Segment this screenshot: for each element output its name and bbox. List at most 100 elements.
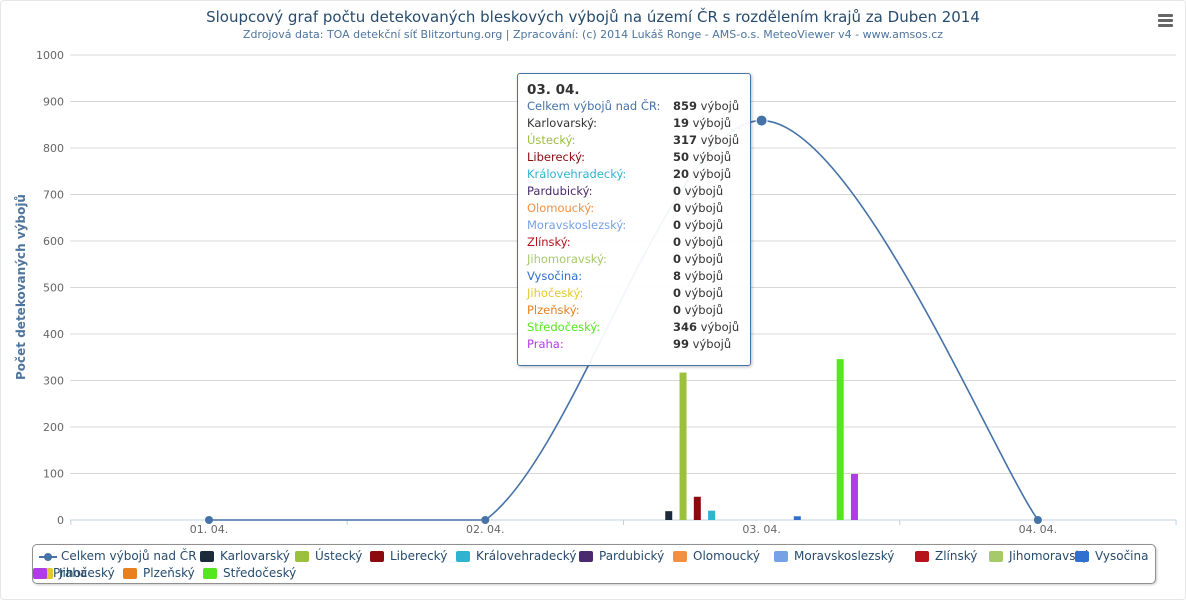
total-series-point-03. 04.[interactable] — [755, 114, 768, 127]
y-tick-label: 300 — [43, 375, 64, 388]
legend-color-swatch — [774, 551, 788, 562]
tooltip-series-name: Pardubický: — [527, 184, 593, 198]
tooltip-series-name: Vysočina: — [527, 269, 583, 283]
x-tick-label: 02. 04. — [466, 523, 504, 536]
tooltip-series-name: Celkem výbojů nad ČR: — [527, 99, 661, 113]
legend-color-swatch — [456, 551, 470, 562]
bar-Královehradecký-03. 04.[interactable] — [708, 510, 716, 520]
legend-color-swatch — [370, 551, 384, 562]
tooltip-series-name: Zlínský: — [527, 235, 571, 249]
bar-Karlovarský-03. 04.[interactable] — [665, 511, 673, 520]
tooltip-series-value: 317 výbojů — [673, 133, 740, 147]
tooltip-row: Celkem výbojů nad ČR: 859 výbojů — [527, 99, 747, 116]
total-series-point-01. 04.[interactable] — [205, 516, 213, 524]
tooltip-row: Zlínský: 0 výbojů — [527, 235, 747, 252]
bar-Vysočina-03. 04.[interactable] — [793, 516, 801, 520]
legend-color-swatch — [989, 551, 1003, 562]
tooltip-series-name: Plzeňský: — [527, 303, 580, 317]
tooltip-series-name: Praha: — [527, 337, 564, 351]
legend-label: Královehradecký — [476, 549, 577, 563]
tooltip-series-value: 0 výbojů — [673, 218, 724, 232]
legend-color-swatch — [123, 568, 137, 579]
tooltip-series-value: 19 výbojů — [673, 116, 732, 130]
tooltip-row: Ústecký: 317 výbojů — [527, 133, 747, 150]
y-tick-label: 0 — [57, 514, 64, 527]
legend-label: Vysočina — [1095, 549, 1149, 563]
tooltip-row: Královehradecký: 20 výbojů — [527, 167, 747, 184]
legend-label: Olomoucký — [693, 549, 760, 563]
tooltip-row: Liberecký: 50 výbojů — [527, 150, 747, 167]
tooltip-series-value: 20 výbojů — [673, 167, 732, 181]
legend-label: Liberecký — [390, 549, 448, 563]
legend-label: Celkem výbojů nad ČR — [61, 549, 197, 563]
tooltip-series-name: Královehradecký: — [527, 167, 627, 181]
tooltip-series-name: Olomoucký: — [527, 201, 595, 215]
x-tick-label: 03. 04. — [742, 523, 780, 536]
total-series-point-02. 04.[interactable] — [481, 516, 490, 524]
legend-label: Jihomoravský — [1009, 549, 1090, 563]
legend-dot-symbol — [44, 553, 52, 561]
tooltip-series-name: Liberecký: — [527, 150, 585, 164]
total-series-point-04. 04.[interactable] — [1033, 516, 1042, 524]
tooltip-series-value: 99 výbojů — [673, 337, 732, 351]
y-tick-label: 200 — [43, 421, 64, 434]
legend-label: Moravskoslezský — [794, 549, 895, 563]
y-tick-label: 900 — [43, 96, 64, 109]
tooltip-row: Plzeňský: 0 výbojů — [527, 303, 747, 320]
legend-color-swatch — [203, 568, 217, 579]
tooltip-row: Olomoucký: 0 výbojů — [527, 201, 747, 218]
legend-label: Praha — [53, 566, 88, 580]
tooltip-row: Jihomoravský: 0 výbojů — [527, 252, 747, 269]
tooltip-series-value: 0 výbojů — [673, 201, 724, 215]
tooltip-series-value: 0 výbojů — [673, 286, 724, 300]
bar-Ústecký-03. 04.[interactable] — [679, 372, 687, 520]
bar-Liberecký-03. 04.[interactable] — [693, 496, 701, 520]
bar-Středočeský-03. 04.[interactable] — [836, 359, 844, 520]
legend-label: Zlínský — [935, 549, 978, 563]
legend-label: Ústecký — [315, 549, 363, 563]
x-tick-label: 01. 04. — [190, 523, 228, 536]
tooltip-series-value: 0 výbojů — [673, 252, 724, 266]
tooltip-row: Jihočeský: 0 výbojů — [527, 286, 747, 303]
x-tick-label: 04. 04. — [1019, 523, 1057, 536]
tooltip-series-value: 0 výbojů — [673, 235, 724, 249]
y-tick-label: 800 — [43, 142, 64, 155]
legend-label: Karlovarský — [220, 549, 290, 563]
legend-label: Plzeňský — [143, 566, 195, 580]
tooltip-series-name: Jihočeský: — [527, 286, 584, 300]
tooltip-series-value: 50 výbojů — [673, 150, 732, 164]
tooltip-series-value: 346 výbojů — [673, 320, 740, 334]
legend-label: Středočeský — [223, 566, 297, 580]
legend-color-swatch — [1075, 551, 1089, 562]
legend-color-swatch — [673, 551, 687, 562]
y-tick-label: 500 — [43, 282, 64, 295]
hamburger-menu-icon[interactable] — [1153, 10, 1177, 32]
tooltip-row: Středočeský: 346 výbojů — [527, 320, 747, 337]
tooltip-header: 03. 04. — [527, 82, 580, 98]
tooltip-row: Praha: 99 výbojů — [527, 337, 747, 354]
legend-color-swatch — [33, 568, 47, 579]
tooltip-row: Pardubický: 0 výbojů — [527, 184, 747, 201]
tooltip-series-name: Ústecký: — [527, 133, 576, 147]
tooltip-series-value: 0 výbojů — [673, 303, 724, 317]
y-tick-label: 100 — [43, 468, 64, 481]
legend-color-swatch — [579, 551, 593, 562]
chart-title: Sloupcový graf počtu detekovaných blesko… — [206, 8, 980, 26]
legend-label: Pardubický — [599, 549, 665, 563]
legend-color-swatch — [915, 551, 929, 562]
y-tick-label: 400 — [43, 328, 64, 341]
bar-Praha-03. 04.[interactable] — [850, 473, 858, 520]
legend-color-swatch — [295, 551, 309, 562]
tooltip-series-value: 0 výbojů — [673, 184, 724, 198]
tooltip-row: Vysočina: 8 výbojů — [527, 269, 747, 286]
tooltip-row: Moravskoslezský: 0 výbojů — [527, 218, 747, 235]
tooltip-series-name: Karlovarský: — [527, 116, 598, 130]
tooltip-series-name: Moravskoslezský: — [527, 218, 627, 232]
y-tick-label: 600 — [43, 235, 64, 248]
y-axis-label: Počet detekovaných výbojů — [14, 194, 28, 380]
legend-color-swatch — [200, 551, 214, 562]
y-tick-label: 1000 — [36, 49, 64, 62]
tooltip-series-value: 8 výbojů — [673, 269, 724, 283]
y-tick-label: 700 — [43, 189, 64, 202]
chart-subtitle: Zdrojová data: TOA detekční síť Blitzort… — [242, 28, 944, 41]
